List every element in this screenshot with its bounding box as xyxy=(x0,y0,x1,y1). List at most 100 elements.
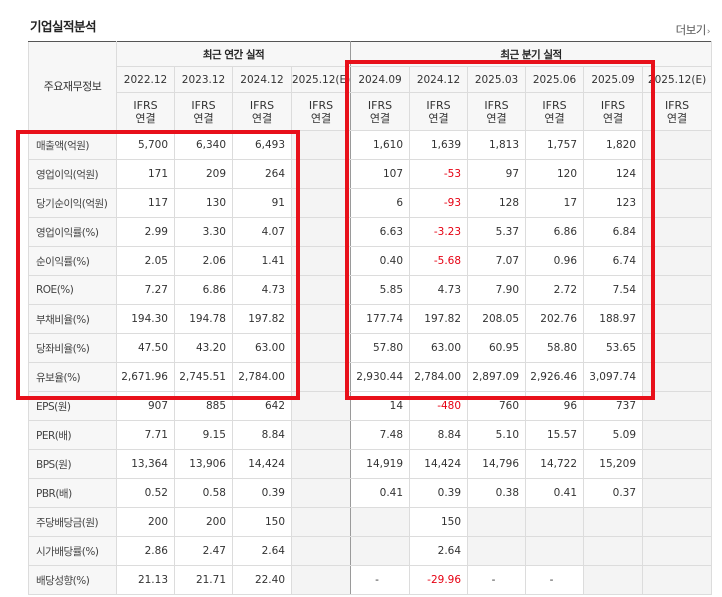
table-cell: 13,906 xyxy=(174,449,233,479)
ifrs-label: IFRS 연결 xyxy=(232,92,292,131)
row-label: 유보율(%) xyxy=(28,362,117,392)
ifrs-label: IFRS 연결 xyxy=(409,92,469,131)
table-cell: 2.05 xyxy=(116,246,175,276)
table-row: 유보율(%) 2,671.96 2,745.51 2,784.00 2,930.44 2,… xyxy=(28,362,713,392)
table-cell: 57.80 xyxy=(350,333,411,363)
period-header: 2025.12(E) xyxy=(642,66,713,93)
table-cell: -53 xyxy=(409,159,469,189)
more-link[interactable]: 더보기› xyxy=(676,22,711,38)
table-cell xyxy=(290,275,352,305)
table-cell xyxy=(642,159,713,189)
ifrs-label: IFRS 연결 xyxy=(350,92,411,131)
table-cell: 177.74 xyxy=(350,304,411,334)
table-cell xyxy=(642,130,713,160)
ifrs-bottom-text: 연결 xyxy=(544,111,565,125)
table-cell xyxy=(290,188,352,218)
table-row: BPS(원) 13,364 13,906 14,424 14,919 14,424 14,7… xyxy=(28,449,713,479)
table-cell xyxy=(583,565,644,595)
row-label: 주당배당금(원) xyxy=(28,507,117,537)
row-label: 배당성향(%) xyxy=(28,565,117,595)
table-cell: 14,722 xyxy=(525,449,585,479)
ifrs-bottom-text: 연결 xyxy=(251,111,273,125)
table-cell xyxy=(290,362,352,392)
table-cell: 130 xyxy=(174,188,233,218)
table-cell: -29.96 xyxy=(409,565,469,595)
ifrs-top-text: IFRS xyxy=(426,98,451,112)
table-cell: 1,639 xyxy=(409,130,469,160)
table-cell xyxy=(290,304,352,334)
group-annual-header: 최근 연간 실적 xyxy=(115,41,352,67)
table-cell xyxy=(583,536,644,566)
table-row: ROE(%) 7.27 6.86 4.73 5.85 4.73 7.90 2.72 7.54 xyxy=(28,275,713,305)
table-cell: 8.84 xyxy=(409,420,469,450)
table-cell: 907 xyxy=(116,391,175,421)
section-title: 기업실적분석 xyxy=(30,19,97,34)
table-cell: 208.05 xyxy=(467,304,527,334)
table-cell: 197.82 xyxy=(409,304,469,334)
table-row: EPS(원) 907 885 642 14 -480 760 96 737 xyxy=(28,391,713,421)
table-cell xyxy=(290,217,352,247)
ifrs-top-text: IFRS xyxy=(542,98,567,112)
table-cell: 0.52 xyxy=(116,478,175,508)
period-header: 2025.06 xyxy=(525,66,585,93)
table-cell: 5.37 xyxy=(467,217,527,247)
table-row: 당기순이익(억원) 117 130 91 6 -93 128 17 123 xyxy=(28,188,713,218)
table-cell: 885 xyxy=(174,391,233,421)
table-cell: 7.71 xyxy=(116,420,175,450)
table-cell: 264 xyxy=(232,159,292,189)
table-cell: 1,757 xyxy=(525,130,585,160)
ifrs-bottom-text: 연결 xyxy=(486,111,507,125)
row-label: EPS(원) xyxy=(28,391,117,421)
table-cell: 58.80 xyxy=(525,333,585,363)
ifrs-top-text: IFRS xyxy=(133,98,158,112)
row-label: 영업이익(억원) xyxy=(28,159,117,189)
table-cell: 0.37 xyxy=(583,478,644,508)
period-header: 2022.12 xyxy=(116,66,175,93)
table-cell: 171 xyxy=(116,159,175,189)
table-cell: 6 xyxy=(350,188,411,218)
ifrs-label: IFRS 연결 xyxy=(174,92,233,131)
table-cell xyxy=(583,507,644,537)
row-label: 시가배당률(%) xyxy=(28,536,117,566)
table-cell xyxy=(642,246,713,276)
table-cell xyxy=(642,362,713,392)
table-cell xyxy=(290,391,352,421)
table-cell xyxy=(642,275,713,305)
table-cell: 107 xyxy=(350,159,411,189)
ifrs-bottom-text: 연결 xyxy=(428,111,449,125)
table-cell: 2.72 xyxy=(525,275,585,305)
row-label: 매출액(억원) xyxy=(28,130,117,160)
row-label: 당좌비율(%) xyxy=(28,333,117,363)
table-cell xyxy=(525,507,585,537)
table-cell: 43.20 xyxy=(174,333,233,363)
table-cell: 6.84 xyxy=(583,217,644,247)
table-cell: 91 xyxy=(232,188,292,218)
table-cell xyxy=(467,507,527,537)
table-cell xyxy=(525,536,585,566)
table-body: 매출액(억원) 5,700 6,340 6,493 1,610 1,639 1,813 1,7… xyxy=(28,130,713,595)
table-cell: 0.39 xyxy=(232,478,292,508)
table-cell: 15.57 xyxy=(525,420,585,450)
row-label: 영업이익률(%) xyxy=(28,217,117,247)
table-cell: 53.65 xyxy=(583,333,644,363)
table-cell: 96 xyxy=(525,391,585,421)
table-cell xyxy=(642,507,713,537)
table-cell: 197.82 xyxy=(232,304,292,334)
table-cell: 3.30 xyxy=(174,217,233,247)
table-cell xyxy=(642,536,713,566)
table-cell: 2,745.51 xyxy=(174,362,233,392)
table-cell: 2,926.46 xyxy=(525,362,585,392)
table-cell xyxy=(642,188,713,218)
table-cell xyxy=(290,565,352,595)
table-cell xyxy=(642,420,713,450)
table-cell: 202.76 xyxy=(525,304,585,334)
table-cell xyxy=(642,449,713,479)
table-cell: 0.40 xyxy=(350,246,411,276)
table-cell: 2,897.09 xyxy=(467,362,527,392)
table-cell: 0.58 xyxy=(174,478,233,508)
period-header: 2024.12 xyxy=(409,66,469,93)
table-cell: 21.13 xyxy=(116,565,175,595)
table-row: 당좌비율(%) 47.50 43.20 63.00 57.80 63.00 60.95 58.… xyxy=(28,333,713,363)
table-cell: - xyxy=(467,565,527,595)
table-cell: 1,610 xyxy=(350,130,411,160)
